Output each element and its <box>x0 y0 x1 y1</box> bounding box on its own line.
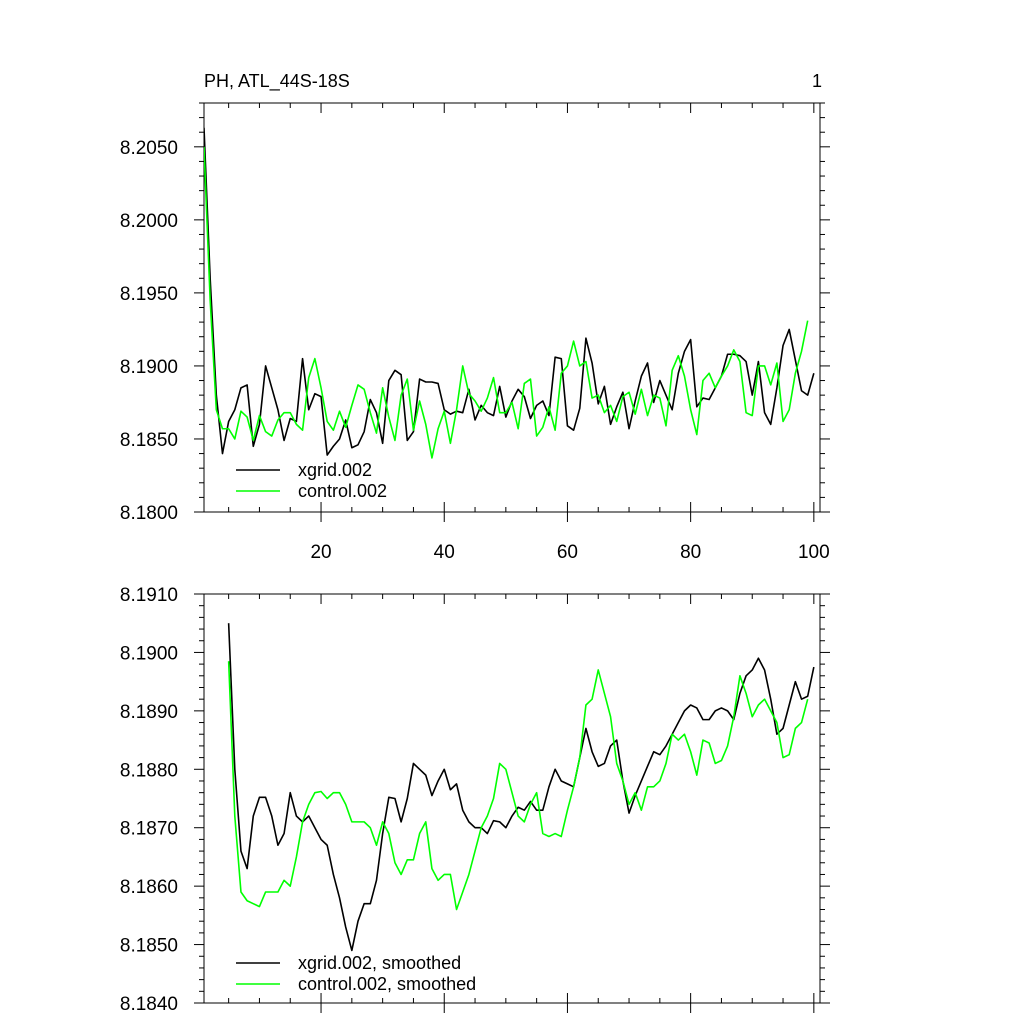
y-tick-label: 8.1850 <box>120 936 178 957</box>
y-tick-label: 8.1900 <box>120 643 178 664</box>
plot-frame <box>203 102 821 513</box>
y-tick-label: 8.1800 <box>120 503 178 524</box>
x-tick-label: 20 <box>310 542 331 563</box>
series-line-control <box>227 661 809 911</box>
series-line-xgrid <box>204 127 815 456</box>
top-chart-panel: 20 40 60 80 100 8.1800 8.1850 8.1900 8.1950 8.200… <box>120 102 830 563</box>
y-tick-label: 8.1840 <box>120 994 178 1015</box>
y-tick-label: 8.1850 <box>120 430 178 451</box>
y-tick-label: 8.1860 <box>120 877 178 898</box>
y-tick-label: 8.1870 <box>120 819 178 840</box>
legend-label: control.002 <box>298 481 387 501</box>
legend-label: xgrid.002 <box>298 460 372 480</box>
series-line-xgrid <box>227 623 815 952</box>
x-tick-label: 40 <box>434 542 455 563</box>
y-tick-label: 8.2050 <box>120 138 178 159</box>
bottom-chart-panel: 8.1840 8.1850 8.1860 8.1870 8.1880 8.1890 8.19… <box>120 585 830 1015</box>
legend-label: control.002, smoothed <box>298 974 476 994</box>
x-tick-label: 100 <box>798 542 830 563</box>
legend-label: xgrid.002, smoothed <box>298 953 461 973</box>
panel-number: 1 <box>812 71 822 91</box>
y-tick-label: 8.2000 <box>120 211 178 232</box>
y-tick-label: 8.1910 <box>120 585 178 606</box>
plot-frame <box>203 593 821 1004</box>
y-tick-label: 8.1890 <box>120 702 178 723</box>
y-tick-label: 8.1900 <box>120 357 178 378</box>
series-line-control <box>204 146 809 459</box>
chart-title: PH, ATL_44S-18S <box>204 71 350 92</box>
y-tick-label: 8.1880 <box>120 760 178 781</box>
x-tick-label: 60 <box>557 542 578 563</box>
x-tick-label: 80 <box>680 542 701 563</box>
y-tick-label: 8.1950 <box>120 284 178 305</box>
